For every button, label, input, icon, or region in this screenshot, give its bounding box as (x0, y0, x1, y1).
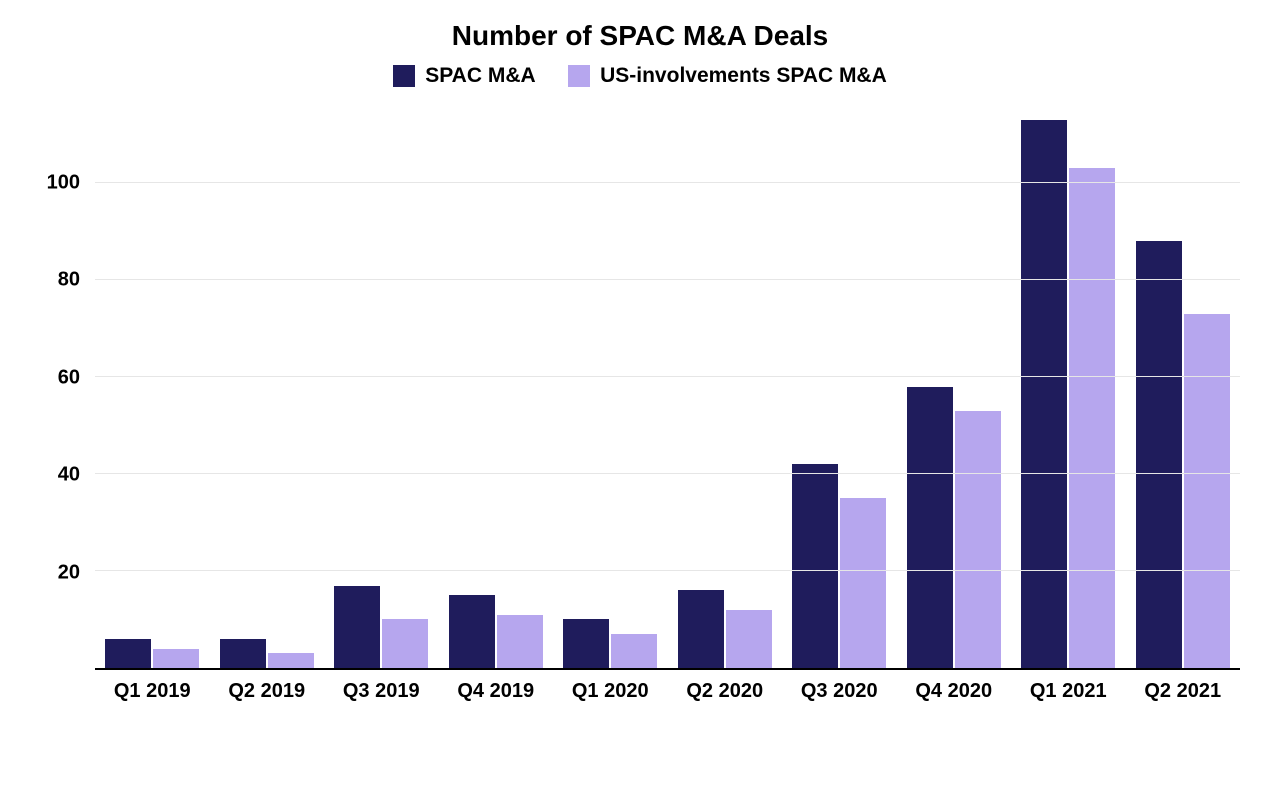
bar-group (553, 110, 668, 668)
gridline (95, 473, 1240, 474)
bar-series1 (955, 411, 1001, 668)
gridline (95, 182, 1240, 183)
bar-group (1126, 110, 1241, 668)
bar-series0 (220, 639, 266, 668)
bar-series1 (1184, 314, 1230, 668)
plot-area: 20 40 60 80 100 Q1 2019Q2 2019Q3 2019Q4 2019… (30, 110, 1250, 710)
x-tick-label: Q2 2019 (210, 674, 325, 710)
bar-group (210, 110, 325, 668)
bar-group (439, 110, 554, 668)
bar-series0 (792, 464, 838, 668)
legend-label-series0: SPAC M&A (425, 64, 535, 88)
legend-swatch-series1 (568, 65, 590, 87)
bar-series1 (497, 615, 543, 668)
bar-series0 (563, 619, 609, 668)
x-tick-label: Q3 2019 (324, 674, 439, 710)
gridline (95, 570, 1240, 571)
x-tick-label: Q3 2020 (782, 674, 897, 710)
gridline (95, 279, 1240, 280)
bar-series1 (1069, 168, 1115, 668)
bar-series1 (611, 634, 657, 668)
bar-series0 (1021, 120, 1067, 668)
x-axis: Q1 2019Q2 2019Q3 2019Q4 2019Q1 2020Q2 20… (95, 674, 1240, 710)
bar-series0 (334, 586, 380, 668)
x-tick-label: Q1 2019 (95, 674, 210, 710)
bar-series1 (268, 653, 314, 668)
grid-area (95, 110, 1240, 670)
chart-title: Number of SPAC M&A Deals (30, 20, 1250, 52)
bar-series0 (105, 639, 151, 668)
y-axis: 20 40 60 80 100 (30, 110, 90, 670)
bar-series1 (153, 649, 199, 668)
legend-item-series0: SPAC M&A (393, 64, 535, 88)
bar-series0 (449, 595, 495, 668)
bar-series1 (382, 619, 428, 668)
bar-series0 (1136, 241, 1182, 668)
chart-legend: SPAC M&A US-involvements SPAC M&A (30, 64, 1250, 92)
y-tick-label: 40 (58, 464, 80, 487)
y-tick-label: 60 (58, 366, 80, 389)
x-tick-label: Q1 2021 (1011, 674, 1126, 710)
x-tick-label: Q4 2019 (439, 674, 554, 710)
bar-series0 (907, 387, 953, 668)
bar-group (897, 110, 1012, 668)
x-tick-label: Q4 2020 (897, 674, 1012, 710)
bar-group (95, 110, 210, 668)
bar-series1 (840, 498, 886, 668)
bar-group (324, 110, 439, 668)
legend-swatch-series0 (393, 65, 415, 87)
bar-series1 (726, 610, 772, 668)
bar-group (782, 110, 897, 668)
bar-group (1011, 110, 1126, 668)
legend-label-series1: US-involvements SPAC M&A (600, 64, 887, 88)
chart-container: Number of SPAC M&A Deals SPAC M&A US-inv… (0, 0, 1280, 786)
y-tick-label: 80 (58, 269, 80, 292)
legend-item-series1: US-involvements SPAC M&A (568, 64, 887, 88)
x-tick-label: Q1 2020 (553, 674, 668, 710)
x-tick-label: Q2 2020 (668, 674, 783, 710)
x-tick-label: Q2 2021 (1126, 674, 1241, 710)
bar-series0 (678, 590, 724, 668)
bars-layer (95, 110, 1240, 668)
bar-group (668, 110, 783, 668)
y-tick-label: 100 (47, 172, 80, 195)
y-tick-label: 20 (58, 561, 80, 584)
gridline (95, 376, 1240, 377)
